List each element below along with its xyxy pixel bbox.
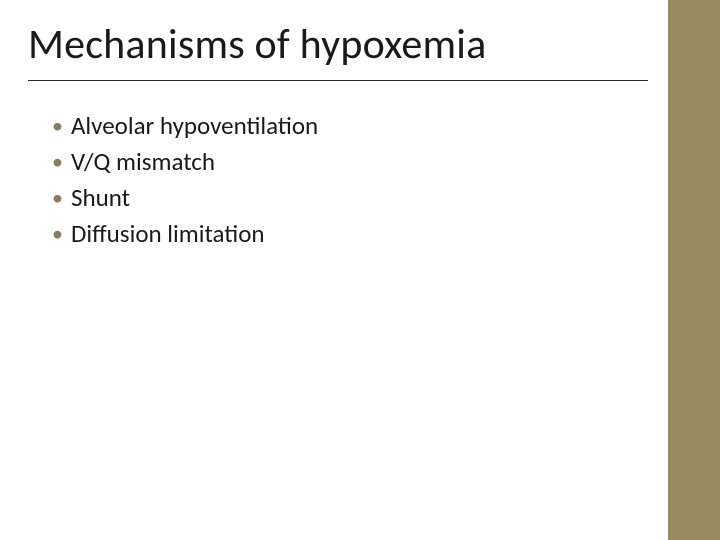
bullet-list: • Alveolar hypoventilation • V/Q mismatc…: [52, 110, 630, 254]
slide-title: Mechanisms of hypoxemia: [28, 22, 648, 68]
bullet-text: Diffusion limitation: [71, 218, 265, 250]
bullet-text: Shunt: [71, 182, 130, 214]
bullet-icon: •: [52, 110, 63, 142]
bullet-text: Alveolar hypoventilation: [71, 110, 318, 142]
bullet-text: V/Q mismatch: [71, 146, 215, 178]
list-item: • Alveolar hypoventilation: [52, 110, 630, 142]
list-item: • Shunt: [52, 182, 630, 214]
title-underline: [28, 80, 648, 81]
accent-bar: [668, 0, 720, 540]
bullet-icon: •: [52, 182, 63, 214]
title-area: Mechanisms of hypoxemia: [28, 22, 648, 68]
bullet-icon: •: [52, 146, 63, 178]
bullet-icon: •: [52, 218, 63, 250]
slide: Mechanisms of hypoxemia • Alveolar hypov…: [0, 0, 720, 540]
list-item: • Diffusion limitation: [52, 218, 630, 250]
list-item: • V/Q mismatch: [52, 146, 630, 178]
